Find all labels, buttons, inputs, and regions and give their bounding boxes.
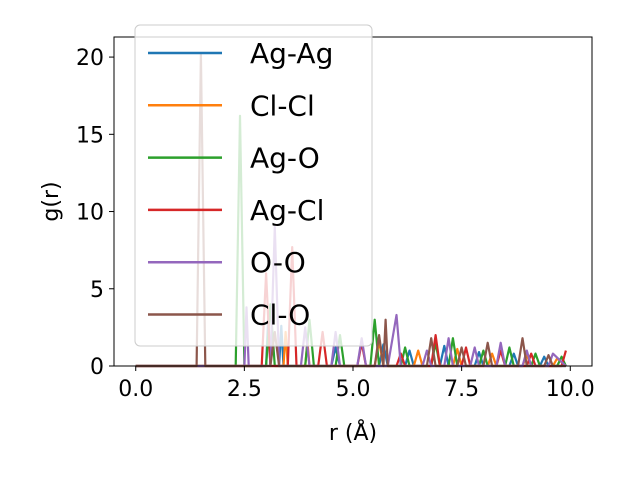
y-tick-label: 0 [90,355,104,380]
x-tick-label: 10.0 [546,377,595,402]
y-tick-label: 15 [76,123,104,148]
legend: Ag-Ag Cl-Cl Ag-O Ag-Cl O-O Cl-O [134,24,373,347]
legend-label: O-O [250,246,306,279]
legend-label: Ag-Cl [250,194,324,227]
y-tick-label: 10 [76,201,104,226]
legend-label: Cl-Cl [250,89,315,122]
y-tick-label: 5 [90,278,104,303]
x-tick-label: 2.5 [227,377,262,402]
x-tick-label: 5.0 [336,377,371,402]
x-axis-label: r (Å) [329,419,377,446]
x-tick-label: 0.0 [118,377,153,402]
y-tick-label: 20 [76,46,104,71]
legend-label: Ag-Ag [250,37,333,70]
legend-label: Ag-O [250,142,320,175]
legend-label: Cl-O [250,299,310,332]
y-axis-label: g(r) [39,181,64,221]
x-tick-label: 7.5 [444,377,479,402]
x-axis: 0.0 2.5 5.0 7.5 10.0 [118,366,595,402]
series-line-cl-o [135,52,566,368]
y-axis: 0 5 10 15 20 [76,46,114,380]
